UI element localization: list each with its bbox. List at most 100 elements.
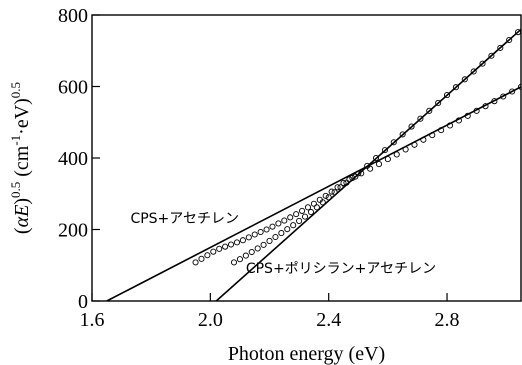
data-point-series-1 <box>275 220 282 227</box>
data-point-series-2 <box>443 92 451 99</box>
data-markers <box>192 29 521 266</box>
annotations: CPS+アセチレン CPS+ポリシラン+アセチレン <box>130 211 436 277</box>
data-point-series-1 <box>245 234 252 241</box>
data-point-series-2 <box>337 184 344 191</box>
x-tick-label: 2.4 <box>316 309 341 331</box>
x-tick-label: 2.0 <box>198 309 223 331</box>
data-point-series-1 <box>402 146 409 153</box>
data-point-series-2 <box>260 241 267 248</box>
data-point-series-2 <box>399 131 406 138</box>
data-point-series-1 <box>228 241 235 248</box>
data-point-series-1 <box>222 243 229 250</box>
plot-frame <box>91 14 522 302</box>
data-point-series-1 <box>438 127 445 134</box>
data-point-series-2 <box>470 68 477 75</box>
fit-line-2 <box>215 28 521 301</box>
data-point-series-2 <box>272 233 279 241</box>
y-tick-label: 600 <box>58 77 88 99</box>
data-point-series-1 <box>204 252 211 259</box>
data-point-series-1 <box>287 214 294 221</box>
data-point-series-2 <box>381 147 388 154</box>
data-point-series-2 <box>331 189 338 196</box>
data-point-series-2 <box>364 162 371 169</box>
data-point-series-2 <box>349 174 356 182</box>
data-point-series-2 <box>479 60 486 67</box>
data-point-series-2 <box>488 52 495 59</box>
y-axis-title: (αE)0.5 (cm-1·eV)0.5 <box>8 82 33 234</box>
data-point-series-2 <box>426 107 433 114</box>
data-point-series-1 <box>509 88 516 95</box>
data-point-series-2 <box>452 84 459 91</box>
data-point-series-1 <box>393 151 400 158</box>
data-point-series-2 <box>290 222 297 229</box>
x-tick-label: 1.6 <box>80 309 105 331</box>
data-point-series-1 <box>482 103 489 110</box>
data-point-series-1 <box>455 117 462 124</box>
data-point-series-1 <box>233 239 241 246</box>
data-point-series-1 <box>411 141 418 148</box>
data-point-series-1 <box>517 83 521 90</box>
y-tick-label: 800 <box>58 5 88 27</box>
fit-line-1 <box>106 86 521 301</box>
data-point-series-2 <box>319 199 326 206</box>
data-point-series-1 <box>491 98 498 105</box>
data-point-series-2 <box>254 245 261 252</box>
data-point-series-2 <box>408 123 415 130</box>
data-point-series-1 <box>340 179 347 187</box>
data-point-series-2 <box>278 230 285 237</box>
series-label-1: CPS+アセチレン <box>130 211 239 227</box>
data-point-series-1 <box>192 259 199 266</box>
data-point-series-1 <box>473 107 480 114</box>
data-point-series-1 <box>293 211 300 218</box>
data-point-series-2 <box>390 139 397 146</box>
data-point-series-2 <box>461 76 468 83</box>
data-point-series-1 <box>446 122 454 129</box>
data-point-series-1 <box>420 136 427 143</box>
data-point-series-1 <box>216 245 223 252</box>
data-point-series-2 <box>296 217 303 224</box>
data-point-series-1 <box>251 231 258 238</box>
data-point-series-1 <box>500 93 507 100</box>
data-point-series-2 <box>248 248 255 256</box>
data-point-series-1 <box>198 255 205 262</box>
data-point-series-1 <box>384 156 391 163</box>
data-point-series-1 <box>464 112 471 119</box>
y-tick-label: 400 <box>58 148 88 170</box>
data-point-series-1 <box>239 237 246 244</box>
data-point-series-1 <box>334 184 341 191</box>
plot-border <box>91 14 522 302</box>
data-point-series-1 <box>304 204 312 211</box>
data-point-series-2 <box>514 29 521 36</box>
data-point-series-1 <box>257 228 264 236</box>
data-point-series-1 <box>358 170 365 177</box>
data-point-series-2 <box>313 204 320 211</box>
data-point-series-1 <box>322 192 329 199</box>
x-axis-title: Photon energy (eV) <box>228 343 385 365</box>
y-tick-label: 200 <box>58 220 88 242</box>
axis-ticks: 1.6 2.0 2.4 2.8 0 200 400 600 800 <box>58 5 460 331</box>
data-point-series-1 <box>375 161 383 168</box>
data-point-series-1 <box>299 207 306 214</box>
data-point-series-1 <box>429 132 436 139</box>
data-point-series-2 <box>343 179 350 186</box>
data-point-series-2 <box>417 115 424 122</box>
data-point-series-1 <box>263 226 270 233</box>
data-point-series-2 <box>301 213 309 220</box>
data-point-series-1 <box>269 223 276 230</box>
data-point-series-1 <box>310 200 317 207</box>
fit-lines <box>106 28 521 301</box>
data-point-series-2 <box>435 99 442 106</box>
data-point-series-2 <box>266 237 273 244</box>
data-point-series-1 <box>281 217 288 224</box>
data-point-series-2 <box>307 208 314 216</box>
data-point-series-2 <box>506 36 513 44</box>
data-point-series-2 <box>372 154 380 162</box>
data-point-series-2 <box>355 170 362 177</box>
y-tick-label: 0 <box>78 291 88 313</box>
x-tick-label: 2.8 <box>435 309 460 331</box>
data-point-series-1 <box>367 165 374 172</box>
series-label-2: CPS+ポリシラン+アセチレン <box>246 261 436 277</box>
data-point-series-2 <box>242 252 249 259</box>
data-point-series-2 <box>325 194 332 201</box>
